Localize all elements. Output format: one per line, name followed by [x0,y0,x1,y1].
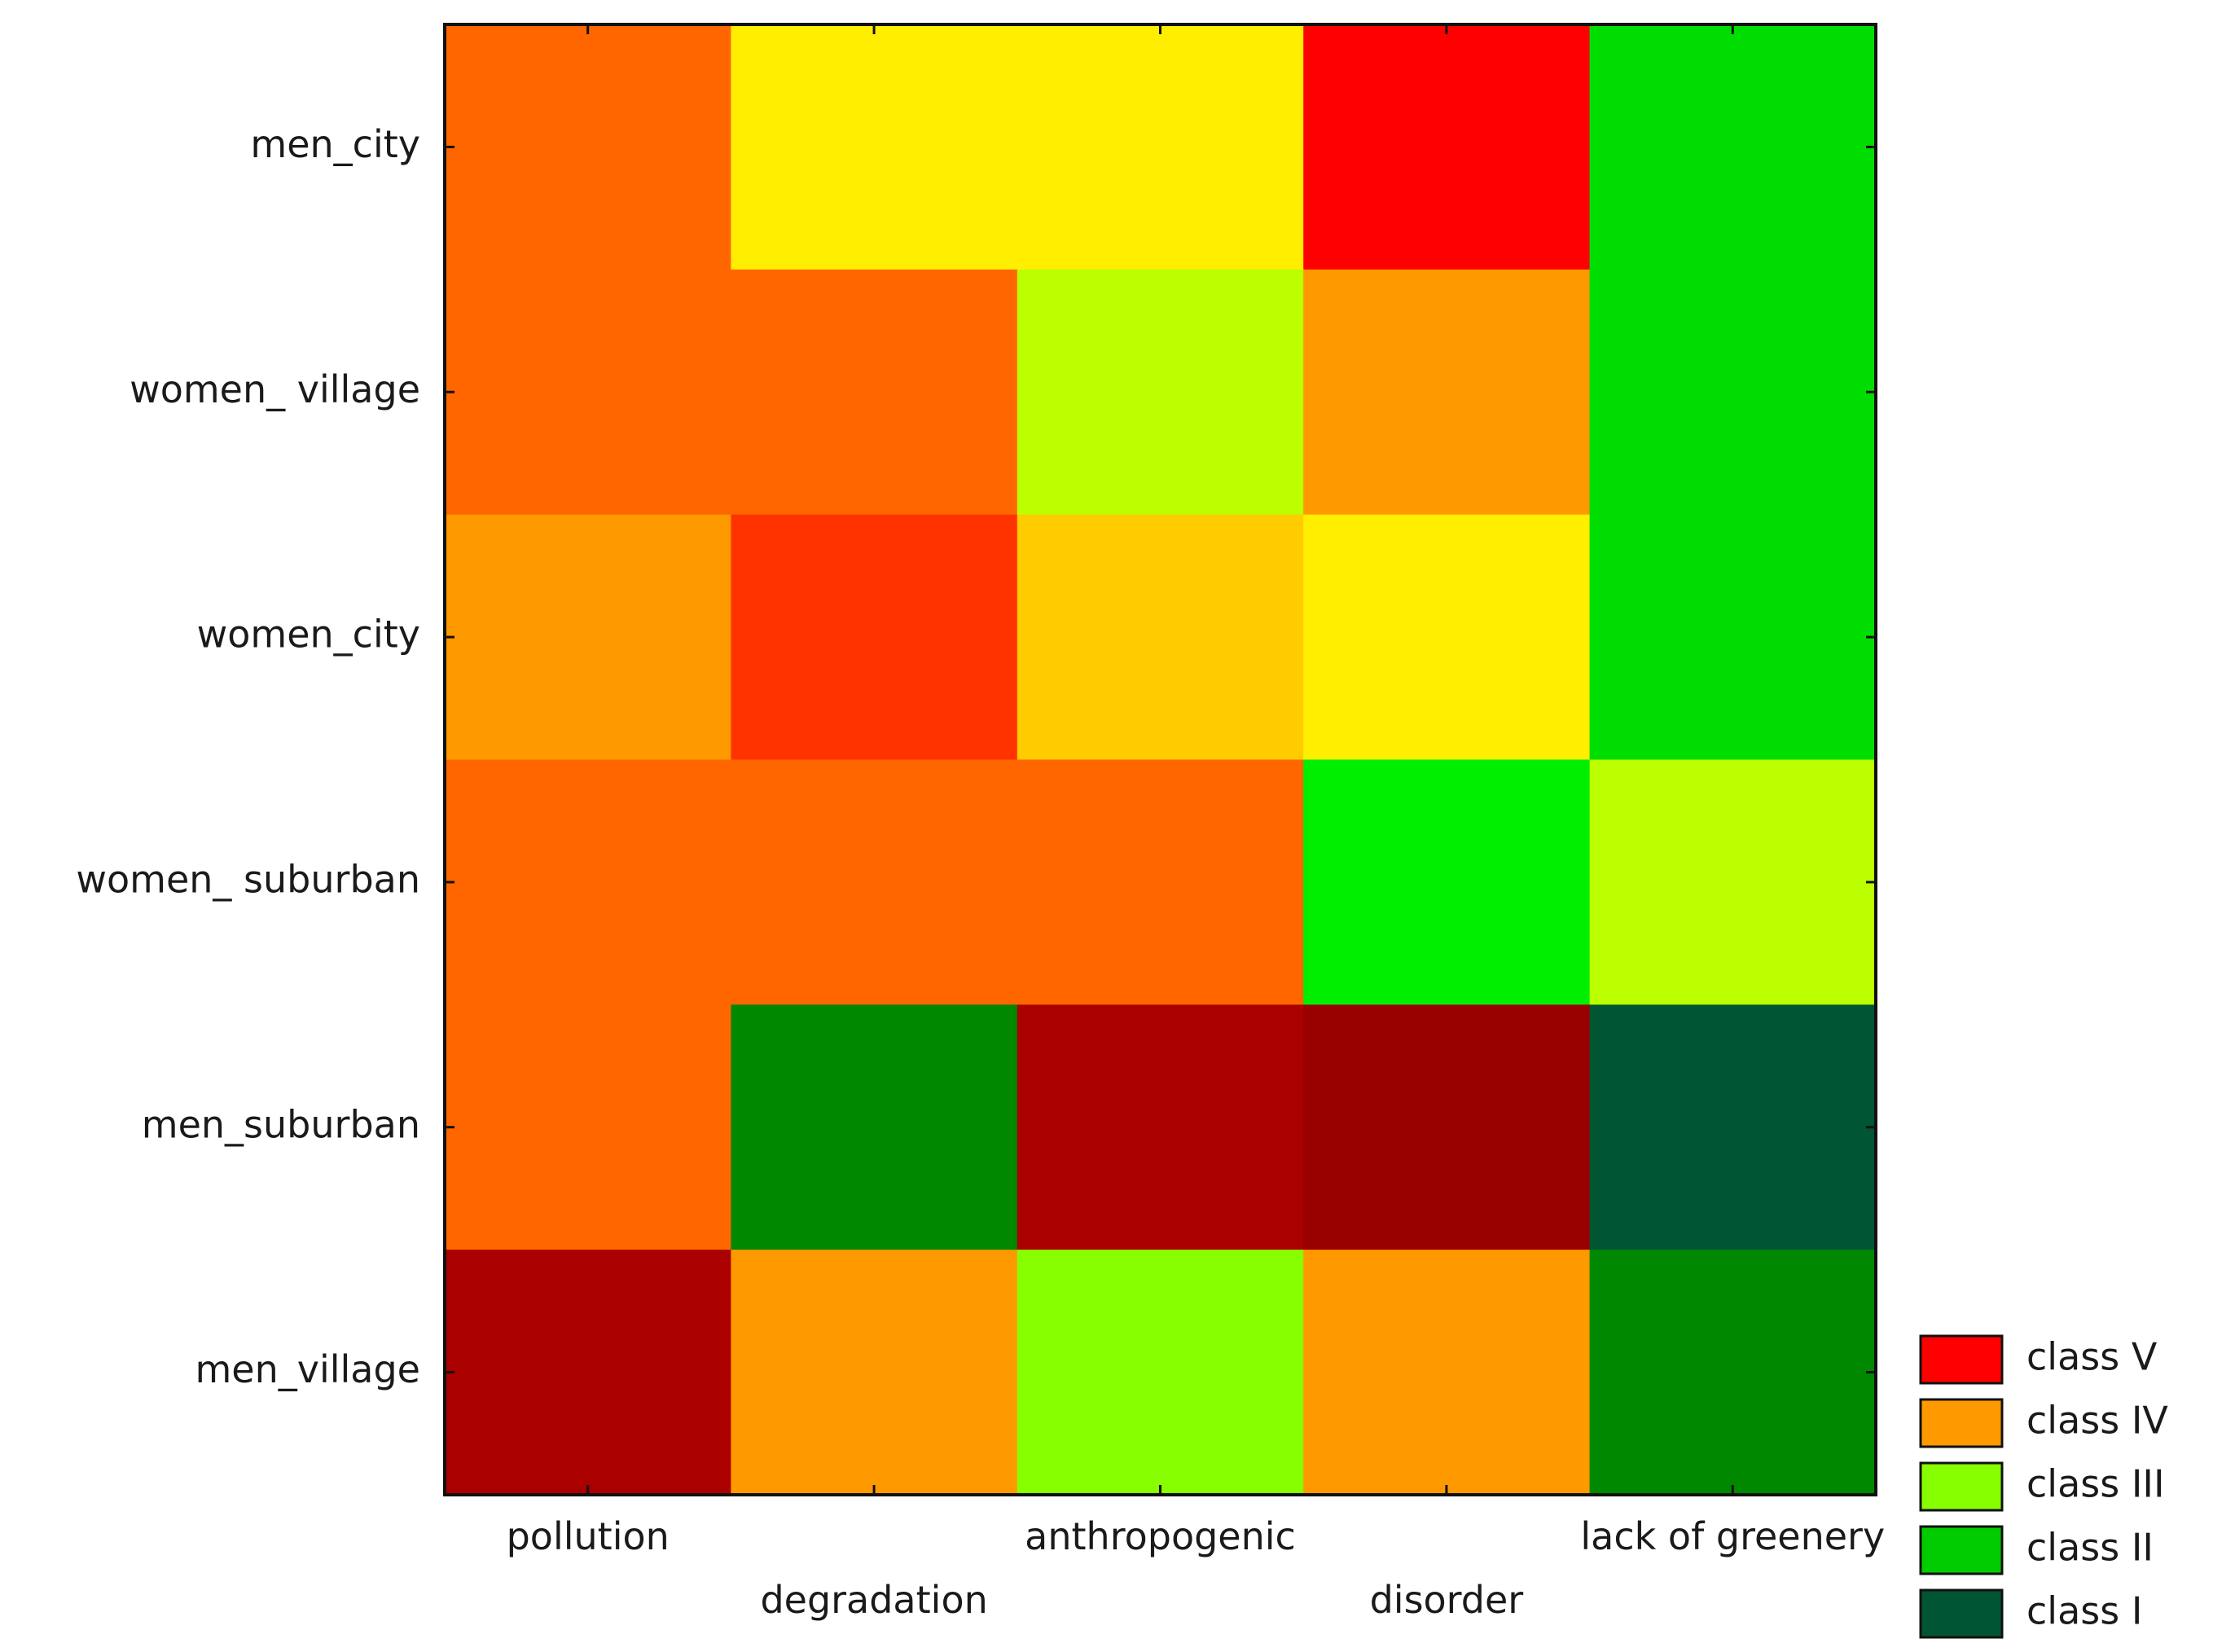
heatmap-cell [1303,1250,1591,1496]
legend-swatch [1919,1588,2004,1639]
heatmap-cell [1016,514,1304,761]
heatmap-cell [731,1250,1018,1496]
heatmap-cell [1589,1004,1877,1250]
heatmap-cell [1303,24,1591,270]
legend-label: class III [2026,1462,2165,1506]
legend-swatch [1919,1398,2004,1448]
legend-swatch [1919,1461,2004,1512]
heatmap-cell [1016,1250,1304,1496]
heatmap-cell [1303,269,1591,516]
heatmap-cell [1303,514,1591,761]
heatmap-cell [445,1250,731,1496]
heatmap-cell [1589,514,1877,761]
y-tick-label: women_city [197,613,420,657]
heatmap-cell [1016,269,1304,516]
heatmap-cell [1589,1250,1877,1496]
heatmap-cells [445,24,1877,1496]
y-tick-label: women_ village [130,367,420,411]
legend-label: class II [2026,1526,2154,1570]
heatmap-cell [445,514,731,761]
x-tick-label: pollution [507,1514,670,1558]
x-tick-label: lack of greenery [1580,1514,1885,1558]
y-tick-label: women_ suburban [76,857,420,901]
y-tick-label: men_city [250,122,420,166]
heatmap-cell [1303,1004,1591,1250]
legend-label: class I [2026,1589,2142,1633]
heatmap-cell [445,1004,731,1250]
heatmap-cell [445,269,731,516]
heatmap-cell [445,24,731,270]
legend-swatch [1919,1525,2004,1575]
axis-ticks [445,24,1876,1495]
heatmap-cell [1016,759,1304,1005]
x-tick-labels: pollution degradation anthropogenic disorde… [507,1514,1886,1622]
heatmap-cell [445,759,731,1005]
legend-label: class IV [2026,1399,2168,1443]
legend-swatch [1919,1334,2004,1385]
heatmap-cell [1016,1004,1304,1250]
heatmap-cell [731,1004,1018,1250]
heatmap-cell [731,269,1018,516]
y-tick-label: men_village [195,1347,420,1391]
y-tick-label: men_suburban [142,1102,420,1146]
legend: class V class IV class III class II class I [1919,1334,2168,1639]
heatmap-cell [731,514,1018,761]
heatmap-cell [1589,759,1877,1005]
y-tick-labels: men_city women_ village women_city women_ s… [76,122,420,1391]
heatmap-cell [1303,759,1591,1005]
x-tick-label: degradation [760,1578,987,1622]
heatmap-cell [1589,269,1877,516]
x-tick-label: anthropogenic [1025,1514,1296,1558]
x-tick-label: disorder [1370,1578,1524,1622]
heatmap-cell [731,24,1018,270]
heatmap-cell [1589,24,1877,270]
heatmap-cell [1016,24,1304,270]
heatmap-cell [731,759,1018,1005]
legend-label: class V [2026,1335,2158,1379]
